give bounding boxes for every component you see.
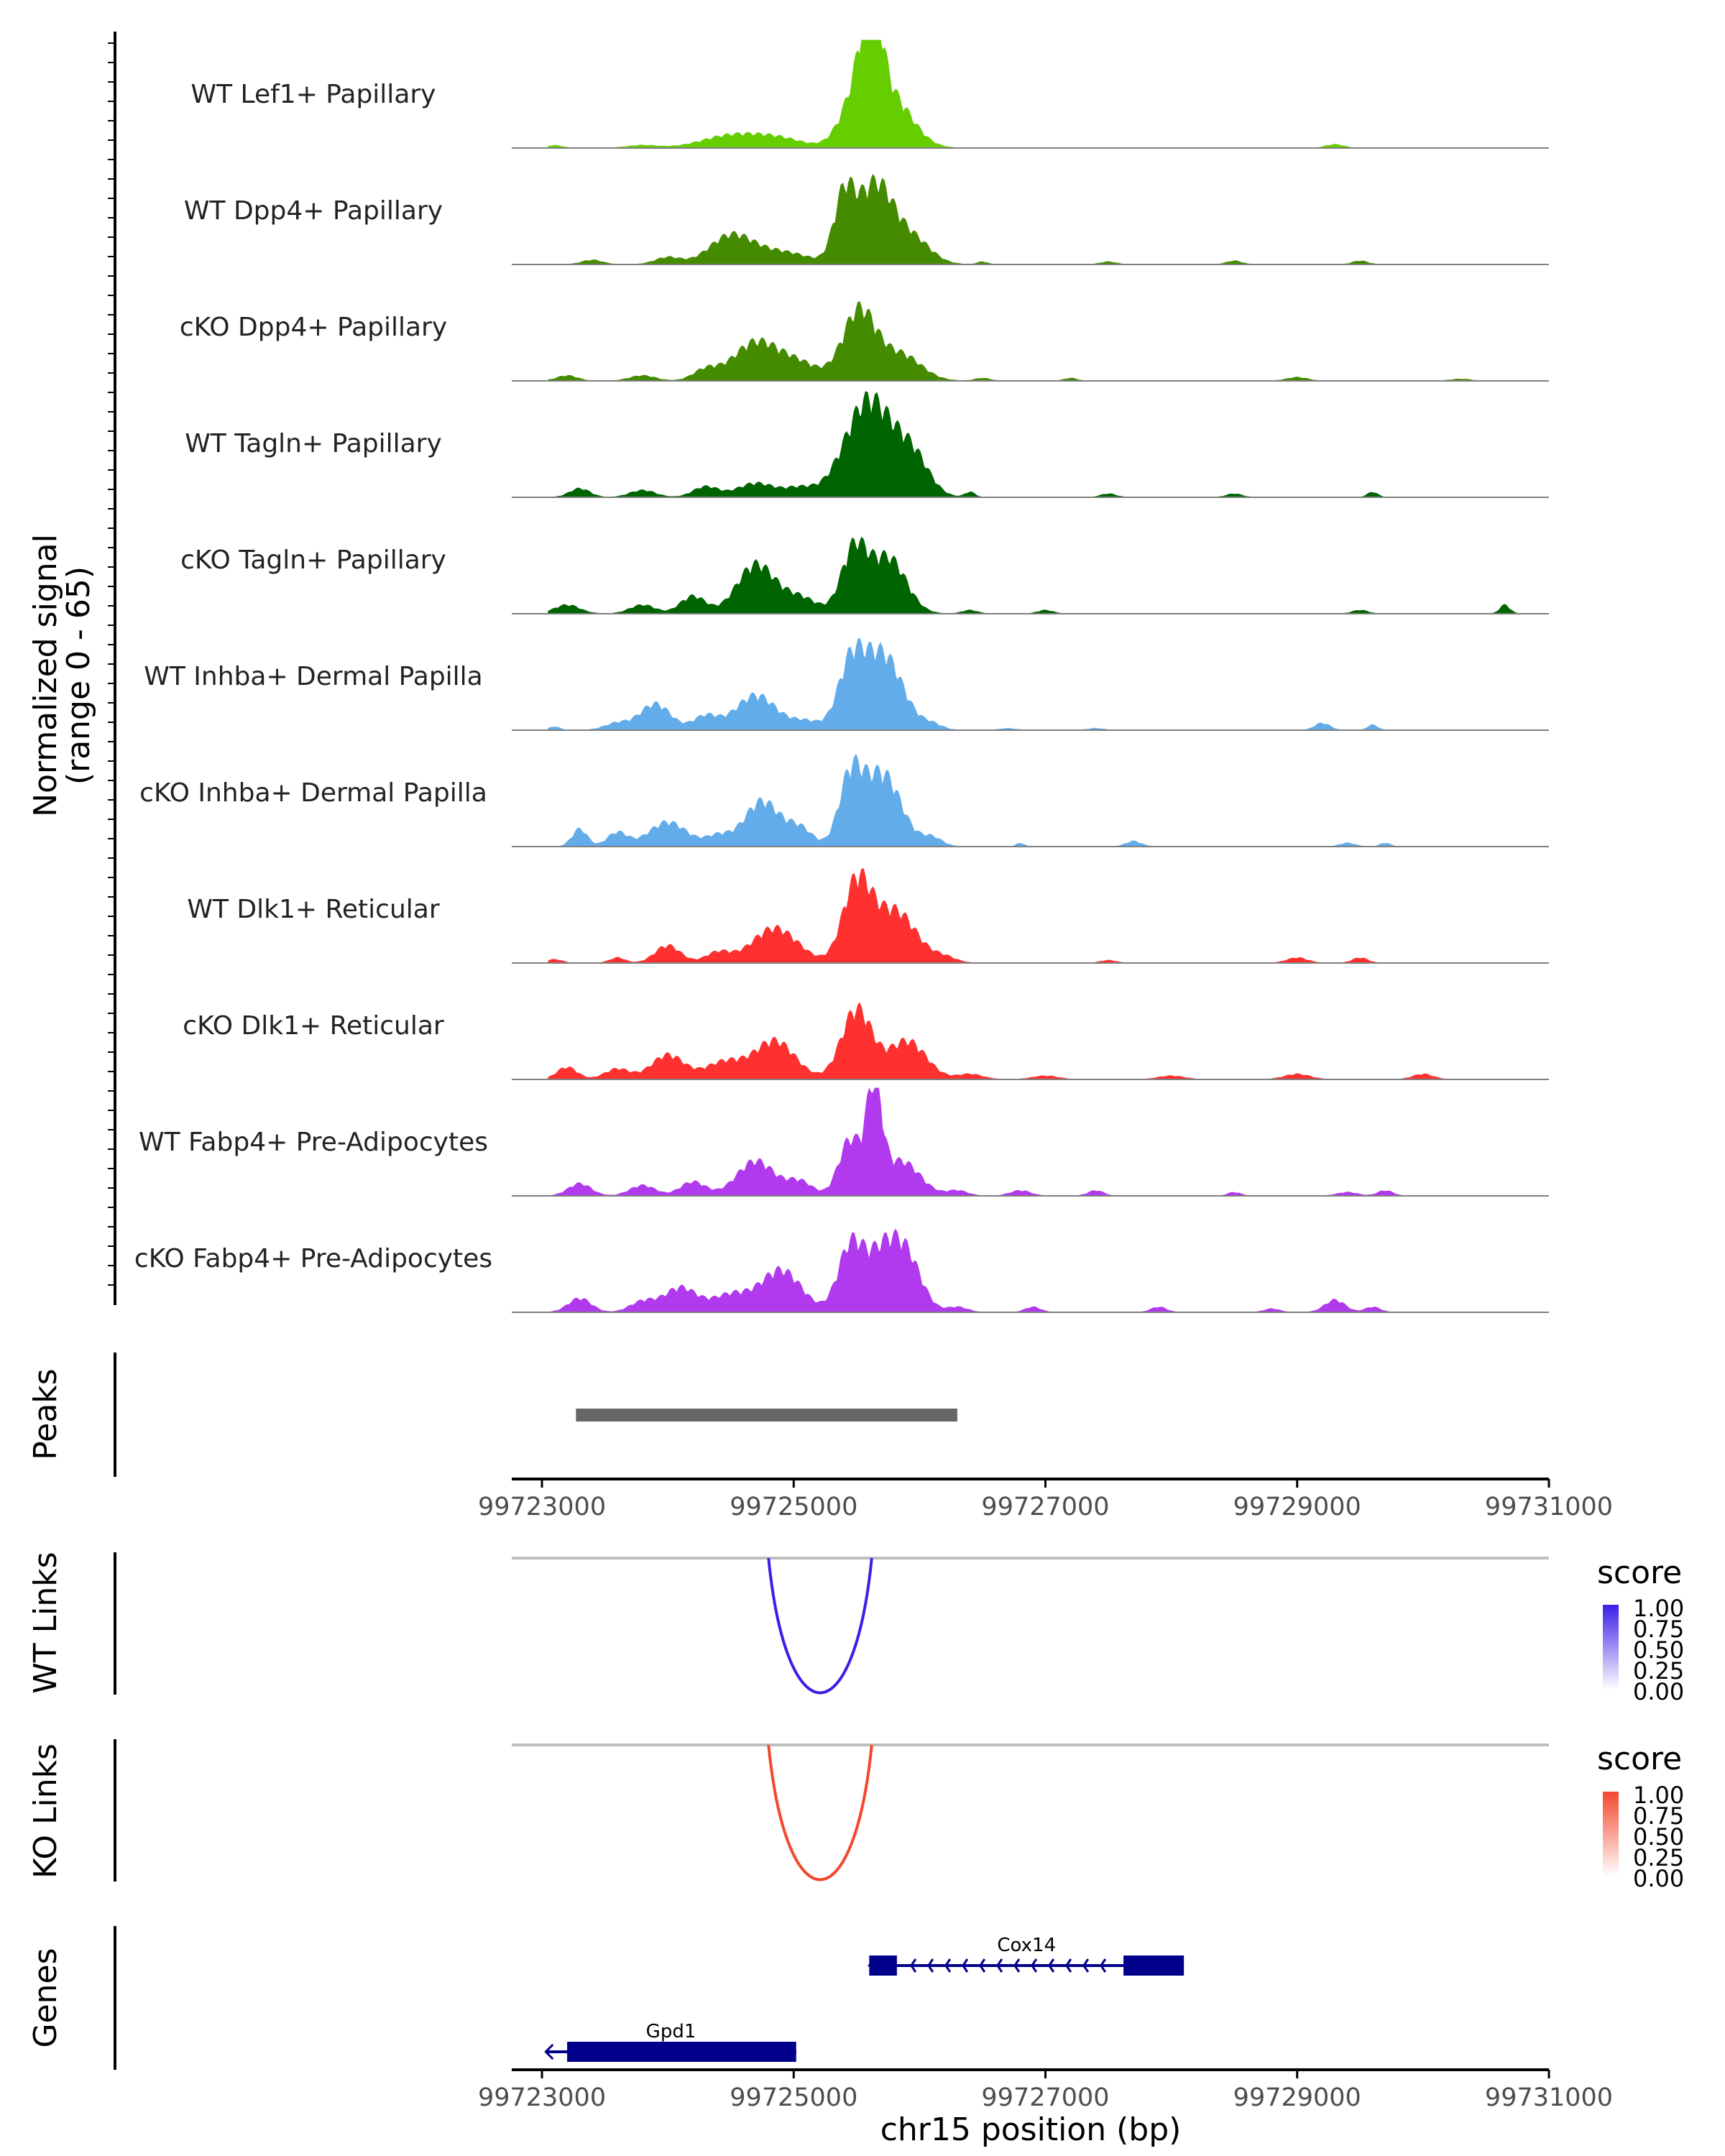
strand-chevron <box>927 1958 934 1973</box>
wt-score-legend: score 1.000.750.500.250.00 <box>1597 1554 1684 1705</box>
x-axis-title: chr15 position (bp) <box>880 2111 1182 2148</box>
strand-chevron <box>1065 1958 1072 1973</box>
coverage-track-label: cKO Dpp4+ Papillary <box>180 313 447 342</box>
coverage-area <box>548 1002 1524 1080</box>
gene-exon <box>567 2042 796 2062</box>
ko-legend-value: 0.75 <box>1633 1802 1684 1830</box>
strand-chevron <box>1082 1958 1090 1973</box>
wt-legend-value: 0.75 <box>1633 1616 1684 1643</box>
top-tick-label: 99723000 <box>478 1493 606 1521</box>
strand-chevron <box>1100 1958 1107 1973</box>
strand-chevron <box>544 2043 554 2060</box>
peaks-group <box>576 1409 957 1422</box>
wt-legend-title: score <box>1597 1554 1682 1591</box>
wt-legend-value: 0.00 <box>1633 1678 1684 1705</box>
wt-link-arc <box>767 1557 873 1695</box>
coverage-track: cKO Tagln+ Papillary <box>180 536 1549 614</box>
coverage-track-label: WT Inhba+ Dermal Papilla <box>144 662 482 691</box>
top-tick-label: 99731000 <box>1485 1493 1613 1521</box>
coverage-area <box>548 40 1524 149</box>
coverage-track-label: WT Dlk1+ Reticular <box>187 895 439 924</box>
coverage-track: cKO Dlk1+ Reticular <box>183 1002 1549 1080</box>
ko-legend-value: 1.00 <box>1633 1782 1684 1809</box>
coverage-track-label: WT Lef1+ Papillary <box>191 80 436 109</box>
strand-chevron <box>868 1957 878 1974</box>
coverage-area <box>548 1228 1524 1313</box>
coverage-track-label: cKO Tagln+ Papillary <box>180 545 446 575</box>
coverage-track: WT Lef1+ Papillary <box>191 40 1549 149</box>
coverage-tracks: WT Lef1+ Papillary WT Dpp4+ Papillary cKO … <box>134 40 1549 1313</box>
coverage-track-label: cKO Fabp4+ Pre-Adipocytes <box>134 1244 492 1273</box>
coverage-track-label: WT Tagln+ Papillary <box>185 429 442 459</box>
wt-legend-ticks: 1.000.750.500.250.00 <box>1633 1595 1684 1705</box>
wt-legend-value: 0.50 <box>1633 1636 1684 1664</box>
gene-exon <box>1123 1955 1184 1976</box>
strand-chevron <box>979 1958 986 1973</box>
strand-chevron <box>1031 1958 1038 1973</box>
coverage-area <box>548 173 1524 265</box>
coverage-area <box>548 391 1524 498</box>
gene-name-label: Cox14 <box>997 1935 1056 1956</box>
strand-chevron <box>1048 1958 1055 1973</box>
coverage-area <box>548 753 1524 847</box>
coverage-track: cKO Dpp4+ Papillary <box>180 301 1549 382</box>
wt-links-label: WT Links <box>27 1552 64 1693</box>
strand-chevron <box>944 1958 952 1973</box>
bottom-tick-label: 99727000 <box>981 2083 1109 2112</box>
top-tick-label: 99729000 <box>1233 1493 1361 1521</box>
top-tick-label: 99727000 <box>981 1493 1109 1521</box>
genes-group: Cox14 Gpd1 <box>544 1935 1184 2062</box>
coverage-area <box>548 301 1524 382</box>
coverage-track-label: WT Dpp4+ Papillary <box>184 196 443 226</box>
bottom-tick-label: 99729000 <box>1233 2083 1361 2112</box>
coverage-track-label: cKO Dlk1+ Reticular <box>183 1011 444 1041</box>
x-axis-bottom: 99723000 99725000 99727000 99729000 99731000 <box>478 2070 1613 2112</box>
ko-legend-value: 0.25 <box>1633 1844 1684 1871</box>
coverage-track: cKO Fabp4+ Pre-Adipocytes <box>134 1228 1549 1313</box>
ko-link-arc <box>767 1744 873 1881</box>
bottom-tick-label: 99725000 <box>730 2083 857 2112</box>
genes-track-label: Genes <box>27 1948 64 2047</box>
strand-chevron <box>1013 1958 1021 1973</box>
ko-legend-title: score <box>1597 1741 1682 1777</box>
strand-chevron <box>962 1958 969 1973</box>
peaks-track-label: Peaks <box>27 1368 64 1460</box>
ko-score-legend: score 1.000.750.500.250.00 <box>1597 1741 1684 1892</box>
ko-legend-ticks: 1.000.750.500.250.00 <box>1633 1782 1684 1892</box>
ko-legend-value: 0.00 <box>1633 1865 1684 1892</box>
bottom-tick-label: 99723000 <box>478 2083 606 2112</box>
coverage-track: WT Inhba+ Dermal Papilla <box>144 637 1549 731</box>
coverage-area <box>548 1087 1524 1197</box>
coverage-area <box>548 637 1524 731</box>
coverage-track: WT Fabp4+ Pre-Adipocytes <box>139 1087 1549 1197</box>
peak-region <box>576 1409 957 1422</box>
coverage-area <box>548 536 1524 614</box>
coverage-track: WT Tagln+ Papillary <box>185 391 1549 498</box>
x-axis-top: 99723000 99725000 99727000 99729000 99731000 <box>478 1479 1613 1521</box>
gene-model: Cox14 <box>868 1935 1184 1976</box>
coverage-ylabel-line2: (range 0 - 65) <box>60 566 97 785</box>
gene-exon <box>869 1955 897 1976</box>
coverage-track-label: cKO Inhba+ Dermal Papilla <box>139 778 487 808</box>
ko-legend-value: 0.50 <box>1633 1823 1684 1851</box>
wt-legend-value: 0.25 <box>1633 1657 1684 1685</box>
strand-chevron <box>996 1958 1003 1973</box>
coverage-area <box>548 868 1524 964</box>
top-tick-label: 99725000 <box>730 1493 857 1521</box>
ko-links-label: KO Links <box>27 1743 64 1879</box>
strand-chevron <box>910 1958 917 1973</box>
coverage-track: cKO Inhba+ Dermal Papilla <box>139 753 1549 847</box>
bottom-tick-label: 99731000 <box>1485 2083 1613 2112</box>
wt-legend-value: 1.00 <box>1633 1595 1684 1622</box>
wt-legend-colorbar <box>1603 1605 1619 1690</box>
coverage-track: WT Dlk1+ Reticular <box>187 868 1549 964</box>
coverage-track: WT Dpp4+ Papillary <box>184 173 1549 265</box>
ko-legend-colorbar <box>1603 1792 1619 1876</box>
gene-name-label: Gpd1 <box>646 2021 696 2042</box>
gene-model: Gpd1 <box>544 2021 796 2062</box>
coverage-track-label: WT Fabp4+ Pre-Adipocytes <box>139 1128 488 1157</box>
coverage-ylabel-line1: Normalized signal <box>27 534 64 817</box>
coverage-y-ticks <box>108 42 115 1286</box>
